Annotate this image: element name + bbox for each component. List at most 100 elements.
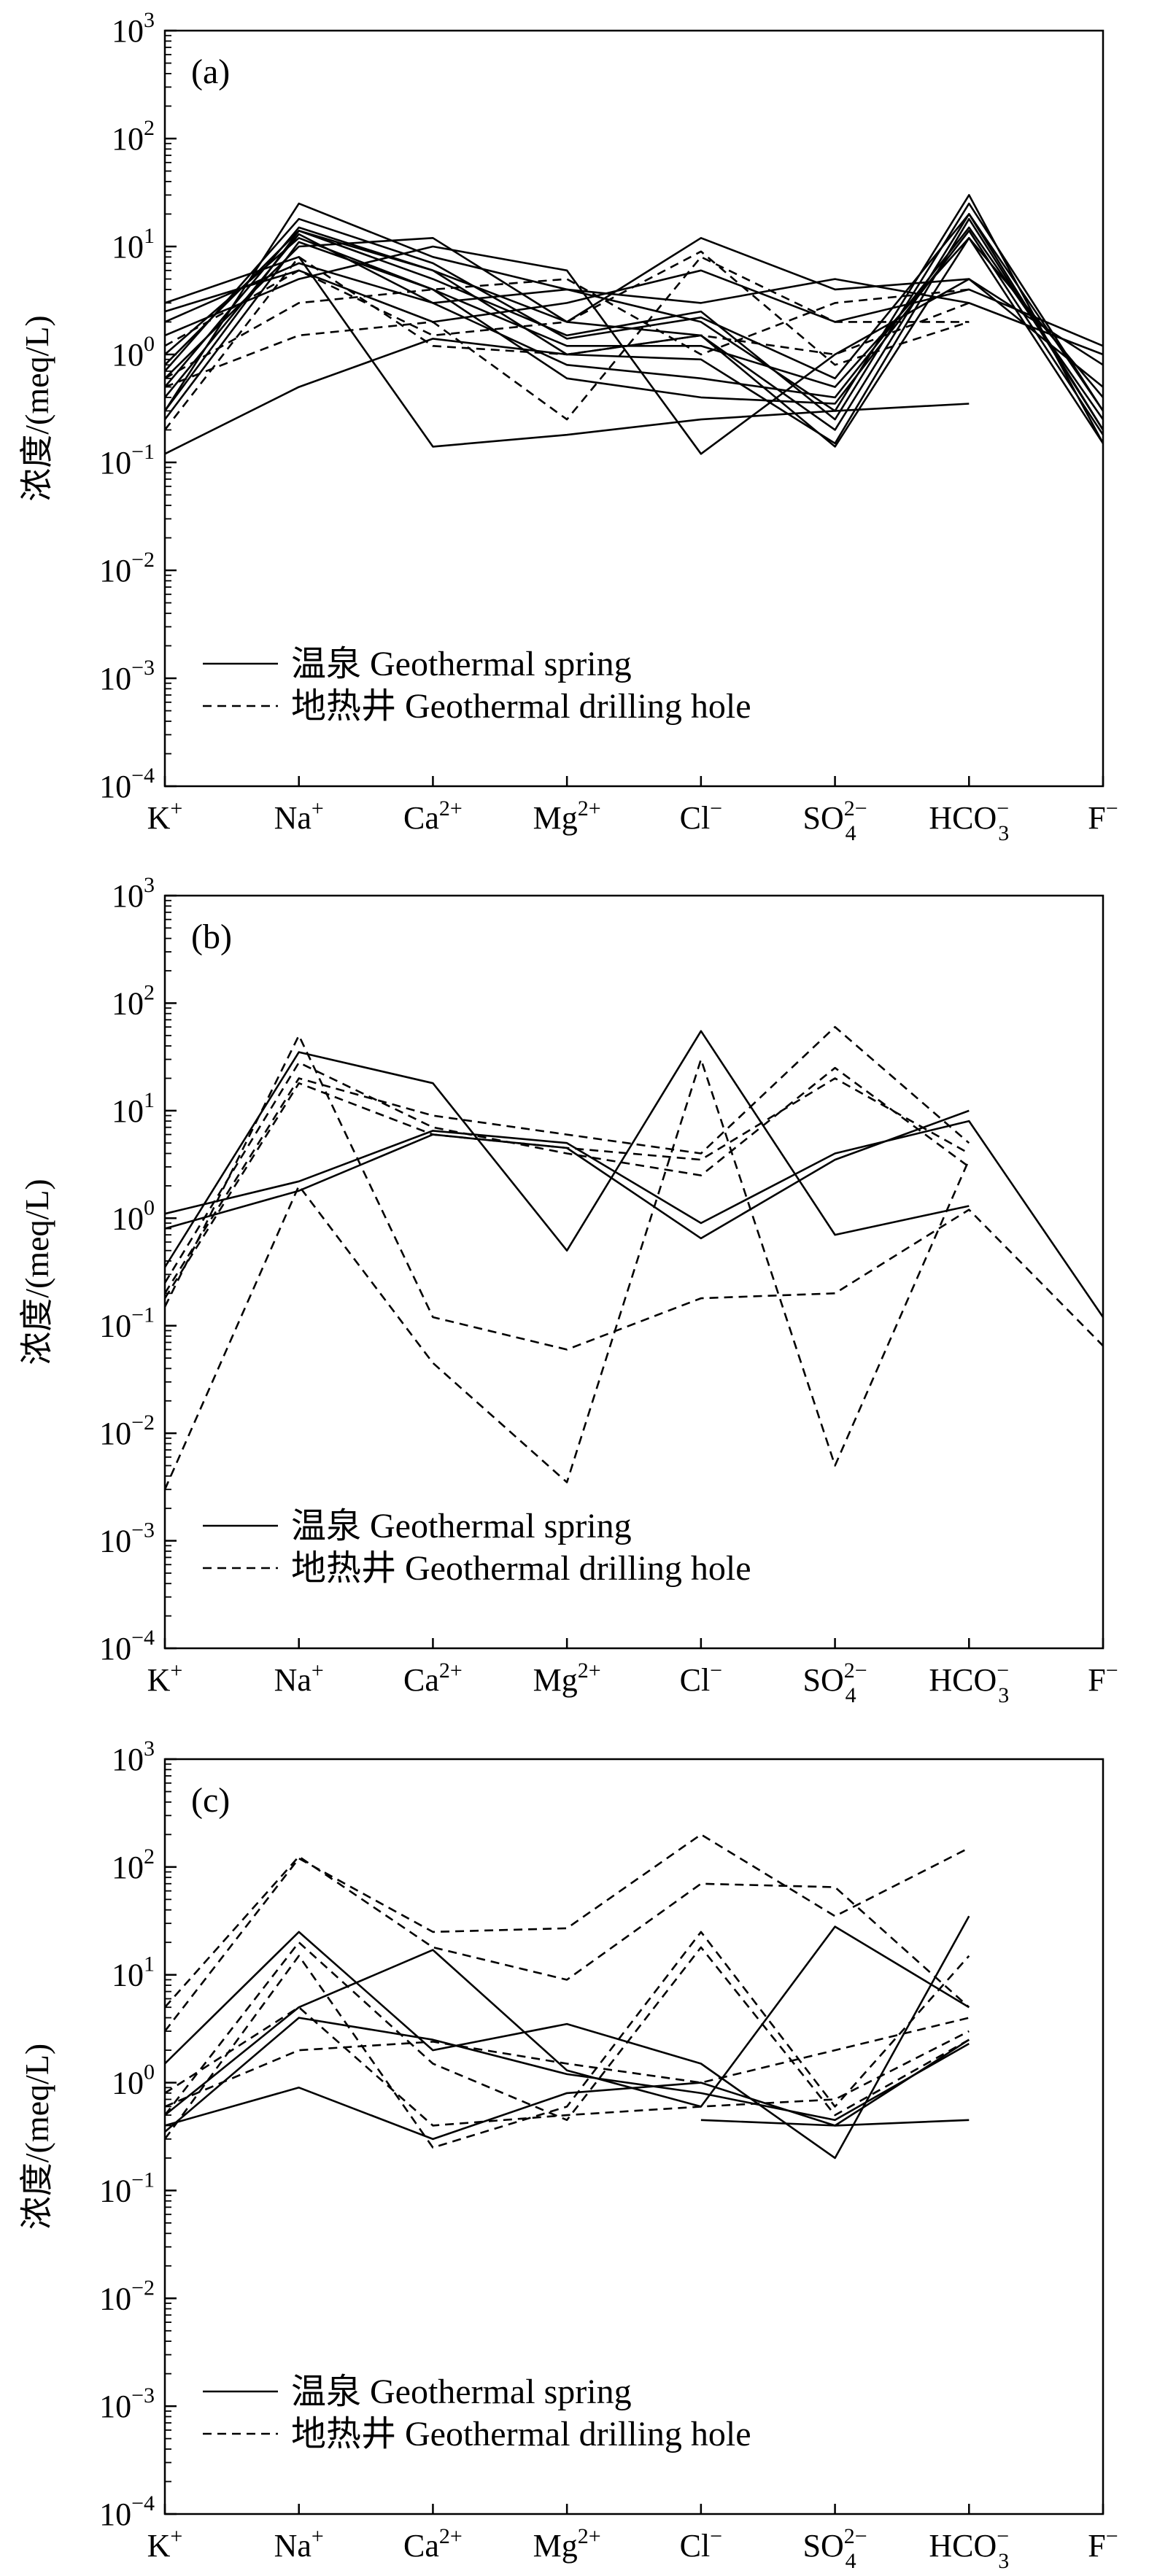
y-tick-label: 100	[112, 332, 155, 373]
x-tick-label: HCO− 3	[929, 1659, 1009, 1707]
y-tick-label: 10−2	[99, 1411, 155, 1451]
series-line	[163, 1941, 970, 2122]
x-tick-label: SO2− 4	[802, 1659, 867, 1707]
plot-frame	[163, 29, 1104, 788]
series-line	[163, 1030, 970, 1268]
y-tick-label: 10−3	[99, 656, 155, 697]
series-line	[164, 1120, 1104, 1318]
y-axis-title: 浓度/(meq/L)	[18, 1179, 55, 1365]
legend-label: 温泉 Geothermal spring	[291, 645, 632, 683]
y-tick-label: 10−4	[99, 2491, 155, 2532]
y-tick-label: 102	[112, 116, 155, 157]
legend-label: 地热井 Geothermal drilling hole	[291, 687, 751, 726]
series-line	[164, 1915, 970, 2160]
y-tick-label: 10−3	[99, 2383, 155, 2424]
x-tick-label: Ca2+	[403, 796, 463, 836]
x-tick-label: F−	[1088, 1659, 1118, 1698]
y-tick-label: 103	[112, 873, 155, 914]
y-tick-label: 10−4	[99, 1626, 155, 1667]
x-tick-label: HCO− 3	[929, 2524, 1009, 2572]
series-line	[163, 230, 1104, 448]
y-tick-label: 10−2	[99, 2276, 155, 2316]
series-line	[164, 2017, 970, 2133]
series-line	[163, 1061, 970, 1284]
series-line	[164, 202, 1104, 421]
y-tick-label: 100	[112, 1195, 155, 1236]
y-tick-label: 101	[112, 1088, 155, 1129]
x-tick-label: Na+	[274, 2524, 324, 2564]
y-tick-label: 103	[112, 1737, 155, 1777]
y-tick-label: 10−1	[99, 2168, 155, 2208]
legend-label: 温泉 Geothermal spring	[291, 2373, 632, 2411]
series-line	[164, 250, 970, 366]
series-line	[164, 256, 970, 421]
x-tick-label: Mg2+	[533, 2524, 601, 2564]
y-tick-label: 10−3	[99, 1518, 155, 1559]
x-tick-label: K+	[147, 796, 183, 836]
series-line	[164, 213, 1104, 412]
x-tick-label: Cl−	[680, 1659, 723, 1698]
series-line	[163, 256, 970, 431]
y-tick-label: 101	[112, 224, 155, 265]
series-line	[164, 1925, 970, 2117]
x-tick-label: Cl−	[680, 796, 723, 836]
x-tick-label: Ca2+	[403, 1659, 463, 1698]
series-line	[164, 1109, 970, 1240]
panel-label: (c)	[191, 1781, 230, 1820]
y-axis-title: 浓度/(meq/L)	[18, 315, 55, 502]
y-tick-label: 10−1	[99, 440, 155, 481]
series-line	[164, 256, 970, 448]
series-line	[163, 1034, 1104, 1351]
plot-frame	[163, 1758, 1104, 2515]
series-line	[164, 2017, 970, 2108]
plot-frame	[163, 894, 1104, 1650]
y-tick-label: 10−2	[99, 548, 155, 589]
y-tick-label: 102	[112, 980, 155, 1021]
legend-label: 温泉 Geothermal spring	[291, 1507, 632, 1545]
y-tick-label: 103	[112, 8, 155, 49]
series-line	[164, 2006, 970, 2127]
series-line	[163, 194, 1104, 444]
x-tick-label: HCO− 3	[929, 796, 1009, 845]
x-tick-label: Na+	[274, 796, 324, 836]
series-line	[163, 1058, 970, 1490]
series-line	[164, 217, 1104, 455]
series-line	[164, 278, 970, 379]
series-line	[163, 1025, 970, 1294]
series-line	[164, 1855, 970, 2009]
x-tick-label: Mg2+	[533, 796, 601, 836]
y-tick-label: 10−4	[99, 764, 155, 804]
x-tick-label: K+	[147, 1659, 183, 1698]
y-tick-label: 102	[112, 1844, 155, 1885]
x-tick-label: K+	[147, 2524, 183, 2564]
y-axis-title: 浓度/(meq/L)	[18, 2044, 55, 2230]
series-line	[163, 1834, 970, 2032]
series-line	[700, 2119, 970, 2127]
series-line	[164, 237, 1104, 388]
x-tick-label: F−	[1088, 796, 1118, 836]
legend-label: 地热井 Geothermal drilling hole	[291, 1549, 751, 1588]
x-tick-label: Ca2+	[403, 2524, 463, 2564]
x-tick-label: SO2− 4	[802, 796, 867, 845]
series-line	[163, 1931, 970, 2149]
panel-label: (b)	[191, 917, 232, 956]
series-line	[164, 245, 1104, 455]
chart-panel-1: 10−4 10−3 10−2 10−1 100 101 102 103 K+ Na+ Ca2+ Mg2…	[18, 8, 1118, 845]
x-tick-label: SO2− 4	[802, 2524, 867, 2572]
series-line	[163, 230, 1104, 435]
y-tick-label: 10−1	[99, 1303, 155, 1344]
chart-panel-2: 10−4 10−3 10−2 10−1 100 101 102 103 K+ Na+ Ca2+ Mg2…	[18, 873, 1118, 1707]
x-tick-label: F−	[1088, 2524, 1118, 2564]
chart-panel-3: 10−4 10−3 10−2 10−1 100 101 102 103 K+ Na+ Ca2+ Mg2…	[18, 1737, 1118, 2573]
x-tick-label: Cl−	[680, 2524, 723, 2564]
series-line	[164, 262, 1104, 356]
panel-label: (a)	[191, 53, 230, 91]
y-tick-label: 100	[112, 2060, 155, 2101]
y-tick-label: 101	[112, 1952, 155, 1993]
x-tick-label: Mg2+	[533, 1659, 601, 1698]
legend-label: 地热井 Geothermal drilling hole	[291, 2415, 751, 2453]
series-line	[163, 1077, 970, 1299]
x-tick-label: Na+	[274, 1659, 324, 1698]
